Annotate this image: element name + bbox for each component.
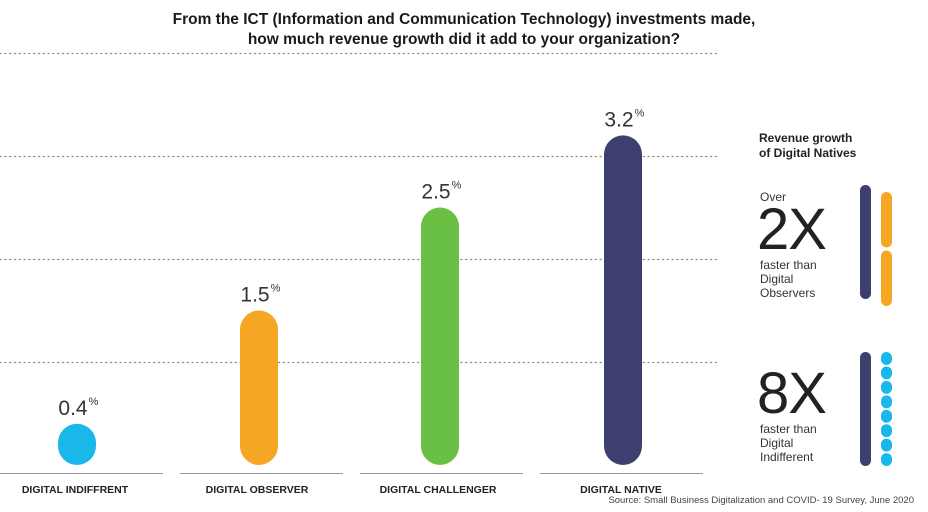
side-title-line-2: of Digital Natives — [759, 146, 857, 160]
desc-line: Observers — [760, 286, 816, 300]
desc-line: Digital — [760, 272, 794, 286]
mini-bar-indifferent-segment — [881, 409, 892, 423]
title-line-1: From the ICT (Information and Communicat… — [172, 11, 756, 28]
multiplier-8x: 8X — [757, 361, 827, 426]
title-line-2: how much revenue growth did it add to yo… — [247, 31, 681, 48]
comparison-indifferent: 8X faster than Digital Indifferent — [757, 361, 827, 465]
unit-label: % — [271, 283, 281, 295]
mini-bar-indifferent-segment — [881, 424, 892, 438]
desc-line: Indifferent — [760, 450, 814, 464]
data-label: 3.2 — [604, 108, 633, 131]
data-label: 2.5 — [421, 181, 450, 204]
category-label: DIGITAL INDIFFRENT — [22, 484, 129, 496]
unit-label: % — [452, 180, 462, 192]
mini-bar-indifferent-segment — [881, 395, 892, 409]
mini-bar-indifferent-segment — [881, 352, 892, 365]
category-label: DIGITAL CHALLENGER — [380, 484, 497, 496]
multiplier-2x: 2X — [757, 197, 827, 262]
source-note: Source: Small Business Digitalization an… — [608, 495, 914, 506]
mini-bar-observer-segment — [881, 192, 892, 248]
unit-label: % — [635, 107, 645, 119]
mini-bar-indifferent-segment — [881, 438, 892, 452]
data-label: 1.5 — [240, 284, 269, 307]
chart-title: From the ICT (Information and Communicat… — [0, 10, 928, 50]
mini-bar-indifferent-segment — [881, 366, 892, 380]
category-label: DIGITAL OBSERVER — [206, 484, 309, 496]
bar — [58, 423, 96, 465]
mini-bar-indifferent-segment — [881, 380, 892, 394]
desc-line: Digital — [760, 436, 794, 450]
unit-label: % — [89, 396, 99, 408]
mini-bar-native — [860, 185, 871, 299]
over-label: Over — [760, 190, 787, 204]
data-label: 0.4 — [58, 397, 88, 420]
mini-bar-indifferent-segment — [881, 453, 892, 466]
side-panel-title: Revenue growth of Digital Natives — [759, 131, 856, 161]
desc-line: faster than — [760, 258, 817, 272]
side-title-line-1: Revenue growth — [759, 131, 853, 145]
mini-bar-observer-segment — [881, 250, 892, 306]
bar — [604, 135, 642, 465]
desc-line: faster than — [760, 422, 817, 436]
bar — [240, 310, 278, 465]
category-label: DIGITAL NATIVE — [580, 484, 662, 496]
comparison-observers: Over 2X faster than Digital Observers — [757, 190, 827, 300]
bar — [421, 207, 459, 465]
mini-bar-native — [860, 352, 871, 466]
